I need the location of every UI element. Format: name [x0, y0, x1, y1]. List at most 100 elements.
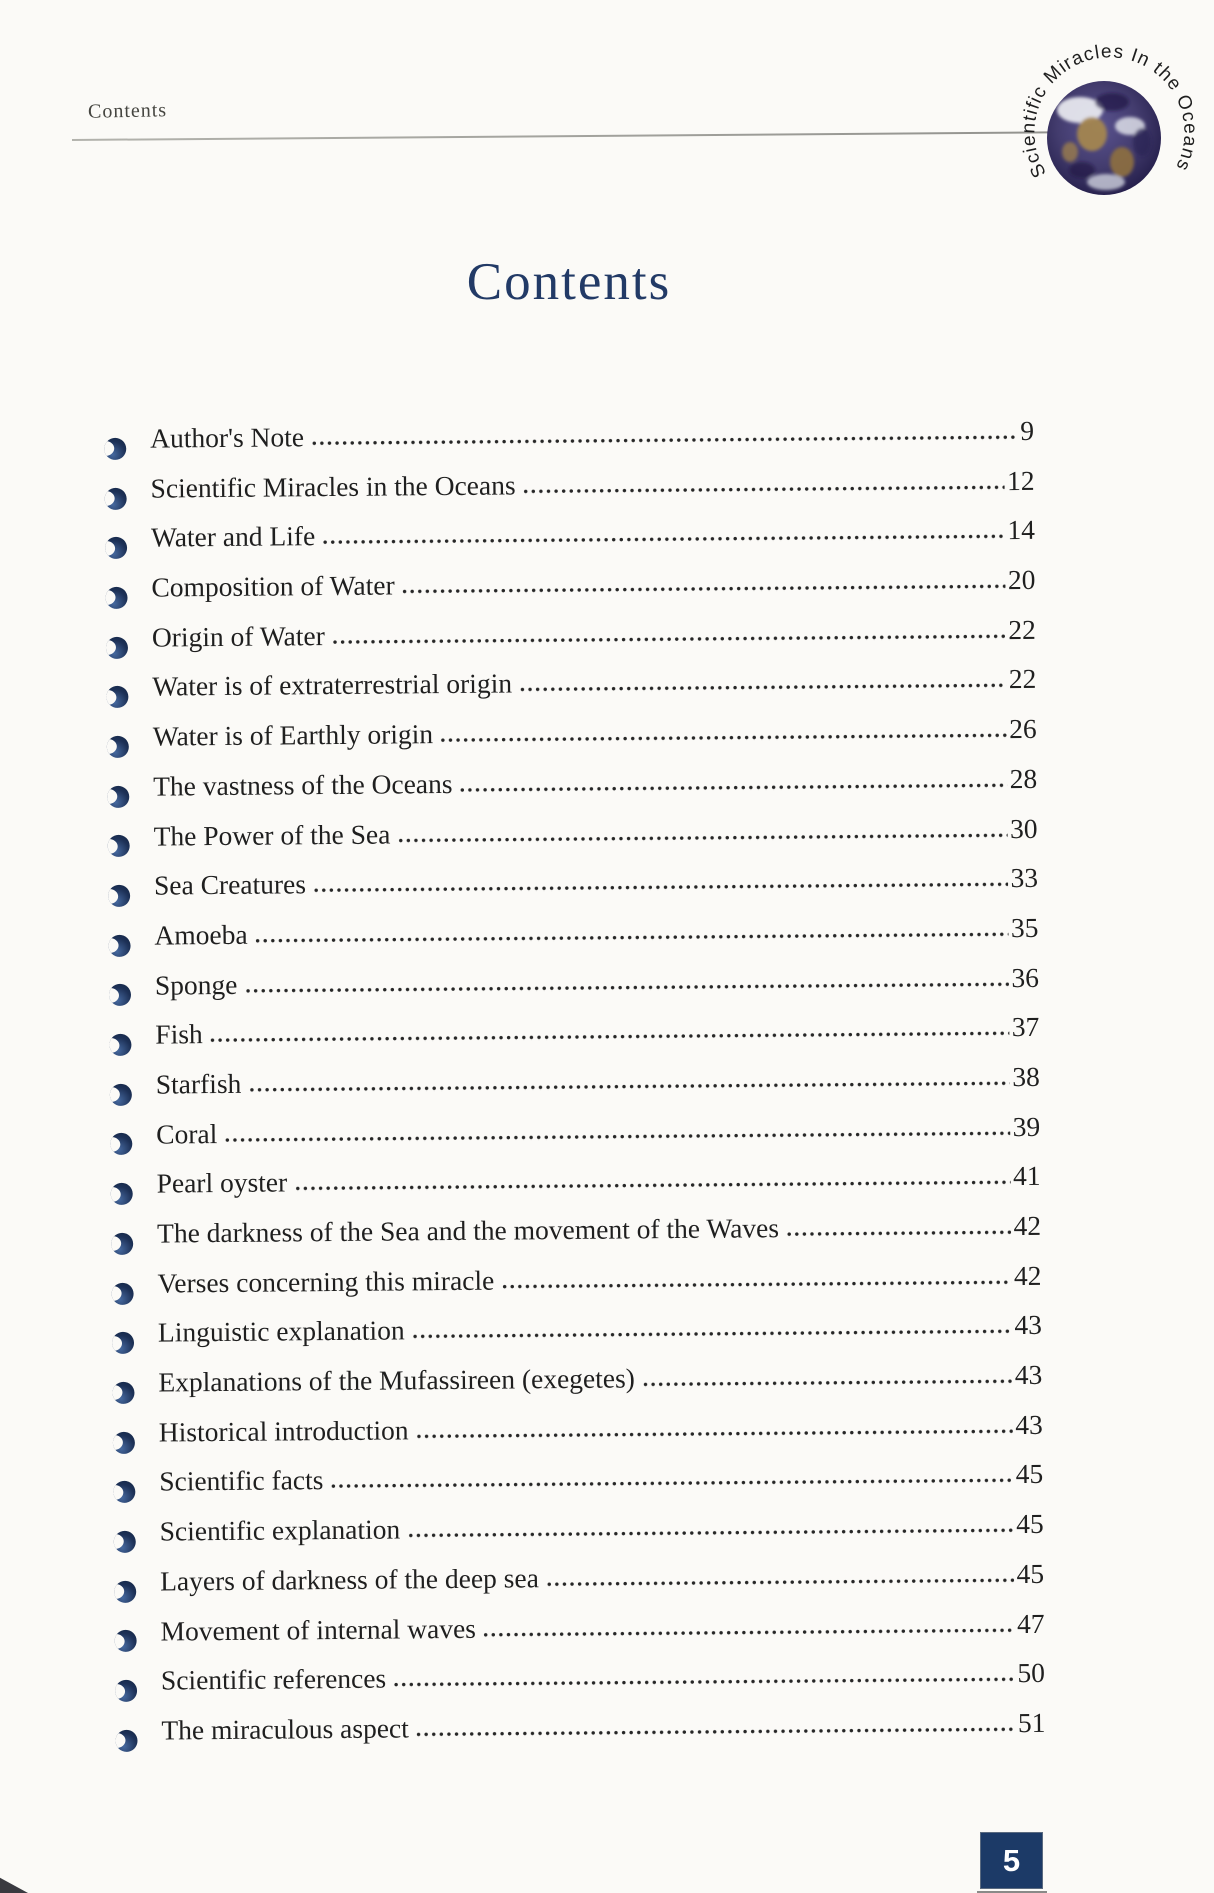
book-logo: Scientific Miracles In the Oceans	[983, 6, 1214, 248]
dotted-leader	[323, 534, 1005, 546]
toc-entry-page: 45	[1015, 1458, 1044, 1490]
crescent-bullet-icon	[109, 1083, 132, 1106]
crescent-bullet-icon	[113, 1530, 136, 1553]
toc-entry-page: 41	[1012, 1160, 1041, 1192]
dotted-leader	[332, 633, 1006, 645]
toc-entry: The darkness of the Sea and the movement…	[111, 1210, 1041, 1268]
toc-entry-page: 42	[1013, 1209, 1042, 1242]
toc-entry: Linguistic explanation 43	[111, 1309, 1042, 1367]
dotted-leader	[402, 584, 1005, 595]
toc-entry-page: 38	[1012, 1060, 1040, 1093]
toc-entry-page: 43	[1014, 1358, 1043, 1391]
page-number: 5	[1002, 1842, 1021, 1878]
dotted-leader	[441, 733, 1007, 744]
dotted-leader	[249, 1081, 1010, 1093]
dotted-leader	[546, 1577, 1014, 1587]
toc-entry-label: Amoeba	[154, 918, 248, 951]
dotted-leader	[523, 484, 1005, 495]
toc-entry-page: 28	[1009, 762, 1038, 794]
page-title: Contents	[466, 253, 672, 311]
toc-entry: Scientific facts 45	[113, 1458, 1043, 1516]
running-header-title: Contents	[87, 99, 168, 123]
dotted-leader	[225, 1130, 1010, 1143]
crescent-bullet-icon	[104, 537, 128, 560]
toc-entry-page: 22	[1008, 663, 1037, 695]
toc-entry-label: Scientific references	[160, 1662, 387, 1696]
toc-entry-label: Sea Creatures	[153, 868, 307, 901]
toc-entry-page: 26	[1009, 712, 1037, 745]
dotted-leader	[331, 1478, 1013, 1490]
crescent-bullet-icon	[111, 1232, 134, 1255]
toc-entry-page: 9	[1020, 414, 1035, 447]
toc-entry: Layers of darkness of the deep sea 45	[114, 1558, 1044, 1616]
toc-entry: Historical introduction 43	[112, 1408, 1043, 1467]
toc-list: Author's Note 9 Scientific Miracles in t…	[104, 415, 1046, 1765]
crescent-bullet-icon	[113, 1481, 136, 1504]
toc-entry-page: 22	[1008, 613, 1036, 645]
toc-entry-page: 45	[1016, 1507, 1044, 1540]
globe-icon	[1047, 81, 1161, 195]
crescent-bullet-icon	[104, 487, 127, 510]
toc-entry: Explanations of the Mufassireen (exegete…	[112, 1359, 1042, 1417]
crescent-bullet-icon	[110, 1182, 133, 1206]
toc-entry: Coral 39	[110, 1110, 1040, 1168]
toc-entry: Scientific explanation 45	[113, 1507, 1044, 1566]
dotted-leader	[416, 1726, 1015, 1738]
toc-entry-page: 39	[1012, 1110, 1041, 1142]
crescent-bullet-icon	[112, 1431, 135, 1454]
toc-entry: Scientific Miracles in the Oceans 12	[104, 465, 1035, 523]
globe-logo-icon: Scientific Miracles In the Oceans	[983, 6, 1214, 248]
scan-corner-artifact	[0, 1877, 28, 1893]
toc-entry-label: The darkness of the Sea and the movement…	[156, 1212, 780, 1249]
toc-entry-label: Coral	[156, 1117, 218, 1150]
toc-entry: Origin of Water 22	[105, 613, 1036, 672]
toc-entry: Water is of extraterrestrial origin 22	[106, 663, 1036, 721]
toc-entry-label: Scientific facts	[159, 1464, 324, 1497]
crescent-bullet-icon	[105, 586, 128, 609]
dotted-leader	[460, 782, 1007, 793]
crescent-bullet-icon	[111, 1282, 134, 1305]
toc-entry: Author's Note 9	[104, 415, 1034, 473]
dotted-leader	[416, 1428, 1013, 1440]
toc-entry-label: Water is of extraterrestrial origin	[152, 667, 513, 703]
toc-entry-page: 42	[1013, 1259, 1042, 1291]
toc-entry: Fish 37	[109, 1011, 1039, 1069]
toc-entry-page: 43	[1015, 1408, 1043, 1440]
toc-entry-page: 20	[1007, 563, 1036, 596]
toc-entry: Amoeba 35	[108, 911, 1039, 970]
crescent-bullet-icon	[106, 735, 129, 758]
toc-entry-page: 50	[1017, 1657, 1046, 1689]
toc-entry-label: Pearl oyster	[156, 1166, 288, 1199]
crescent-bullet-icon	[108, 934, 131, 957]
toc-entry: The vastness of the Oceans 28	[107, 763, 1037, 821]
crescent-bullet-icon	[106, 686, 129, 709]
toc-entry-label: Movement of internal waves	[160, 1612, 477, 1647]
toc-entry-label: Author's Note	[149, 421, 305, 454]
toc-entry-label: Water is of Earthly origin	[152, 718, 434, 752]
crescent-bullet-icon	[112, 1381, 135, 1404]
toc-entry-label: Starfish	[155, 1067, 242, 1100]
toc-entry-label: Sponge	[154, 968, 238, 1001]
toc-entry-label: Origin of Water	[151, 619, 325, 653]
crescent-bullet-icon	[108, 884, 131, 908]
toc-entry-label: Layers of darkness of the deep sea	[159, 1562, 539, 1597]
toc-entry-label: Explanations of the Mufassireen (exegete…	[158, 1362, 635, 1398]
toc-entry: Composition of Water 20	[105, 563, 1036, 622]
toc-entry: Starfish 38	[109, 1060, 1040, 1119]
dotted-leader	[255, 932, 1009, 944]
crescent-bullet-icon	[111, 1331, 135, 1355]
toc-entry-label: Scientific explanation	[159, 1513, 401, 1547]
toc-entry-page: 37	[1011, 1011, 1040, 1043]
toc-entry-page: 36	[1011, 961, 1040, 993]
crescent-bullet-icon	[104, 437, 127, 460]
header-rule	[71, 130, 1148, 141]
toc-entry: Pearl oyster 41	[110, 1160, 1041, 1218]
toc-entry-label: Water and Life	[150, 520, 316, 553]
crescent-bullet-icon	[114, 1580, 137, 1603]
toc-entry-label: The vastness of the Oceans	[153, 767, 453, 802]
dotted-leader	[483, 1627, 1015, 1638]
toc-entry-label: Composition of Water	[151, 569, 395, 603]
toc-entry: Scientific references 50	[114, 1657, 1046, 1715]
dotted-leader	[787, 1230, 1011, 1238]
toc-entry-page: 35	[1010, 911, 1039, 943]
